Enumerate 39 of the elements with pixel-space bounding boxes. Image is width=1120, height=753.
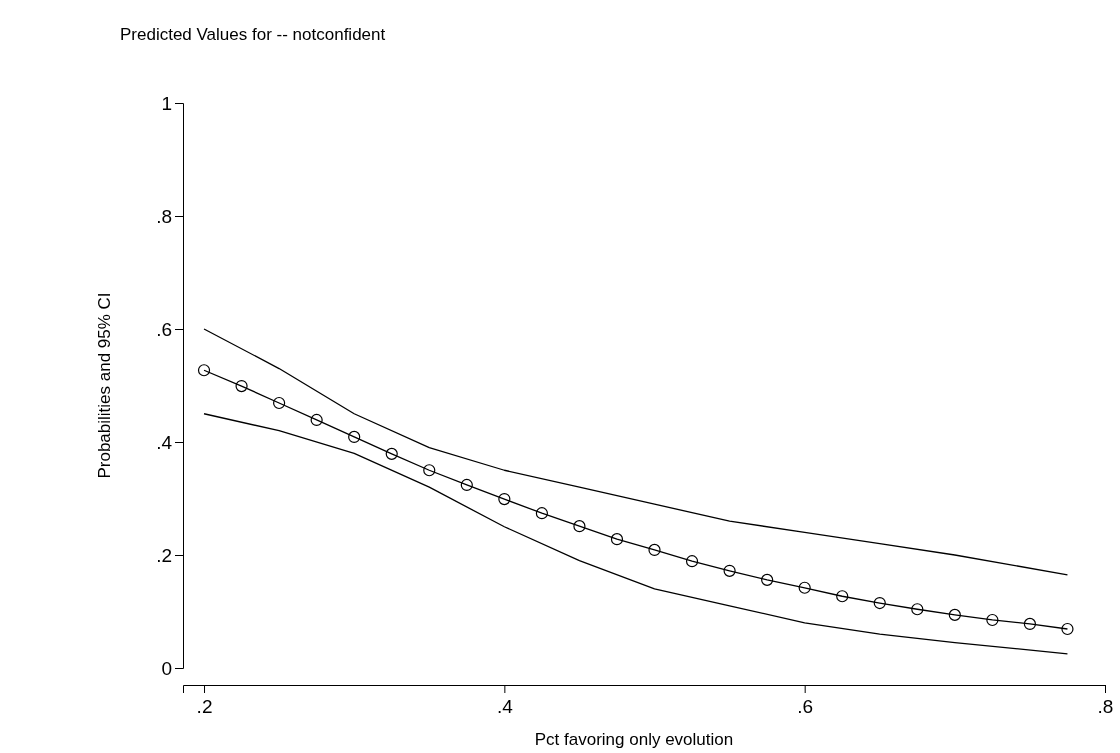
x-tick-label: .2	[196, 696, 213, 718]
point	[873, 596, 886, 610]
point	[1061, 622, 1074, 636]
y-axis-title: Probabilities and 95% CI	[95, 292, 114, 479]
x-tick-label: .6	[797, 696, 814, 718]
point	[948, 608, 961, 621]
point	[535, 507, 548, 520]
point	[197, 364, 211, 377]
point	[573, 520, 586, 533]
y-tick-label: 1	[161, 92, 172, 114]
point	[610, 533, 624, 546]
y-tick-label: .6	[156, 318, 172, 340]
y-tick-label: .2	[156, 544, 172, 566]
point	[235, 379, 248, 393]
chart-title: Predicted Values for -- notconfident	[120, 25, 386, 44]
x-tick-label: .8	[1097, 696, 1114, 718]
point	[761, 573, 774, 586]
point	[423, 464, 436, 477]
point	[648, 543, 661, 557]
point	[798, 581, 811, 594]
line-series	[203, 328, 1069, 576]
y-tick-label: .4	[156, 431, 173, 453]
line-series	[203, 413, 1069, 655]
point	[836, 590, 849, 603]
point	[460, 478, 473, 492]
x-axis-title: Pct favoring only evolution	[534, 730, 734, 749]
point	[911, 603, 924, 616]
point	[1023, 617, 1037, 631]
x-tick-label: .4	[496, 696, 514, 718]
point	[498, 492, 511, 506]
point	[273, 396, 286, 410]
y-tick-label: 0	[161, 657, 172, 679]
point	[685, 555, 699, 568]
point	[310, 413, 323, 427]
point	[348, 430, 361, 444]
point	[385, 447, 398, 460]
point	[723, 564, 736, 577]
y-tick-label: .8	[156, 205, 172, 227]
point	[986, 613, 999, 627]
